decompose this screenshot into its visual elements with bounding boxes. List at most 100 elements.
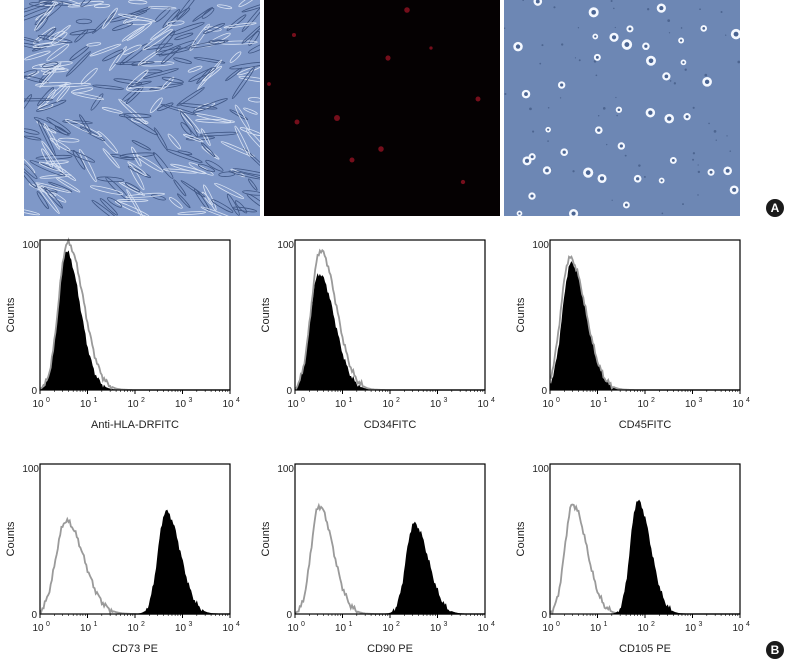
x-tick-label: 10 (542, 399, 554, 410)
cell-shape (34, 1, 57, 31)
cell-shape (216, 4, 233, 10)
cell-shape (178, 103, 218, 110)
x-tick-label: 10 (732, 399, 744, 410)
debris-speck (684, 68, 687, 71)
fluorescent-spot (404, 7, 410, 13)
cell-shape (243, 107, 258, 115)
round-cell-core (682, 61, 685, 64)
cell-shape (119, 113, 152, 119)
debris-speck (504, 27, 506, 29)
x-tick-exponent: 0 (46, 397, 50, 404)
round-cell-core (659, 6, 664, 11)
round-cell-core (515, 44, 521, 49)
x-tick-label: 10 (287, 399, 299, 410)
cell-shape (149, 83, 184, 91)
cell-shape (46, 117, 71, 134)
cell-shape (148, 6, 177, 10)
cell-shape (127, 165, 152, 179)
cell-shape (229, 51, 242, 63)
cell-shape (42, 61, 59, 68)
x-tick-exponent: 1 (604, 397, 608, 404)
cell-shape (131, 118, 149, 124)
fluorescent-spot (334, 115, 340, 121)
cell-shape (180, 122, 192, 135)
cell-shape (168, 197, 183, 209)
debris-speck (692, 158, 695, 161)
cell-shape (123, 114, 159, 136)
micrograph-fluorescence (264, 0, 500, 216)
x-tick-exponent: 1 (94, 621, 98, 628)
debris-speck (615, 96, 617, 99)
cell-shape (160, 103, 197, 116)
round-cell-core (562, 150, 566, 154)
x-axis-label: CD90 PE (367, 643, 413, 655)
x-tick-label: 10 (175, 399, 187, 410)
cell-shape (24, 128, 40, 135)
cell-shape (24, 42, 41, 50)
cell-shape (241, 0, 260, 13)
y-tick-label: 100 (22, 464, 39, 475)
y-tick-label: 0 (541, 386, 547, 397)
x-tick-exponent: 1 (349, 397, 353, 404)
x-tick-exponent: 2 (141, 621, 145, 628)
cell-shape (163, 168, 198, 174)
cell-shape (97, 130, 119, 154)
round-cell-core (524, 158, 530, 163)
debris-speck (559, 97, 562, 99)
fluorescent-spot (378, 146, 384, 152)
debris-speck (667, 19, 671, 23)
cell-shape (229, 61, 260, 70)
cell-shape (200, 142, 216, 158)
cell-shape (42, 27, 57, 41)
fluorescent-spot (429, 46, 433, 50)
cell-shape (102, 148, 120, 169)
cell-shape (197, 59, 223, 90)
x-tick-label: 10 (127, 399, 139, 410)
cell-shape (201, 191, 213, 206)
cell-shape (43, 123, 61, 150)
x-tick-label: 10 (430, 399, 442, 410)
fluorescent-spot (291, 32, 297, 38)
x-tick-exponent: 0 (301, 397, 305, 404)
round-cell-core (619, 144, 623, 148)
cell-shape (136, 154, 164, 173)
round-cell-core (518, 212, 521, 215)
cell-shape (247, 97, 260, 103)
cell-shape (91, 199, 121, 216)
debris-speck (647, 8, 650, 11)
cell-shape (55, 177, 81, 193)
cell-shape (118, 13, 156, 23)
round-cell-core (591, 10, 596, 15)
cell-shape (24, 94, 33, 117)
cell-shape (31, 44, 50, 52)
cell-shape (113, 78, 143, 85)
debris-speck (597, 115, 600, 117)
y-axis-label: Counts (260, 297, 272, 332)
cell-shape (49, 137, 71, 152)
cell-shape (180, 111, 198, 137)
cell-shape (218, 40, 258, 45)
cell-shape (228, 170, 260, 180)
cell-shape (234, 125, 251, 157)
cell-shape (24, 207, 41, 216)
panel-label-a: A (766, 199, 784, 217)
cell-shape (24, 50, 51, 61)
x-tick-exponent: 2 (651, 621, 655, 628)
debris-speck (578, 59, 581, 62)
cell-shape (238, 0, 258, 8)
cell-shape (24, 170, 38, 189)
cell-shape (232, 206, 258, 213)
cell-shape (238, 75, 260, 83)
cell-shape (201, 7, 215, 19)
cell-shape (149, 23, 173, 41)
cell-shape (131, 60, 148, 67)
y-tick-label: 0 (286, 610, 292, 621)
x-tick-label: 10 (175, 623, 187, 634)
cell-shape (194, 113, 232, 123)
cell-shape (52, 24, 71, 40)
round-cell-core (617, 108, 621, 112)
cell-shape (80, 67, 98, 85)
x-tick-exponent: 2 (651, 397, 655, 404)
x-tick-exponent: 3 (699, 621, 703, 628)
